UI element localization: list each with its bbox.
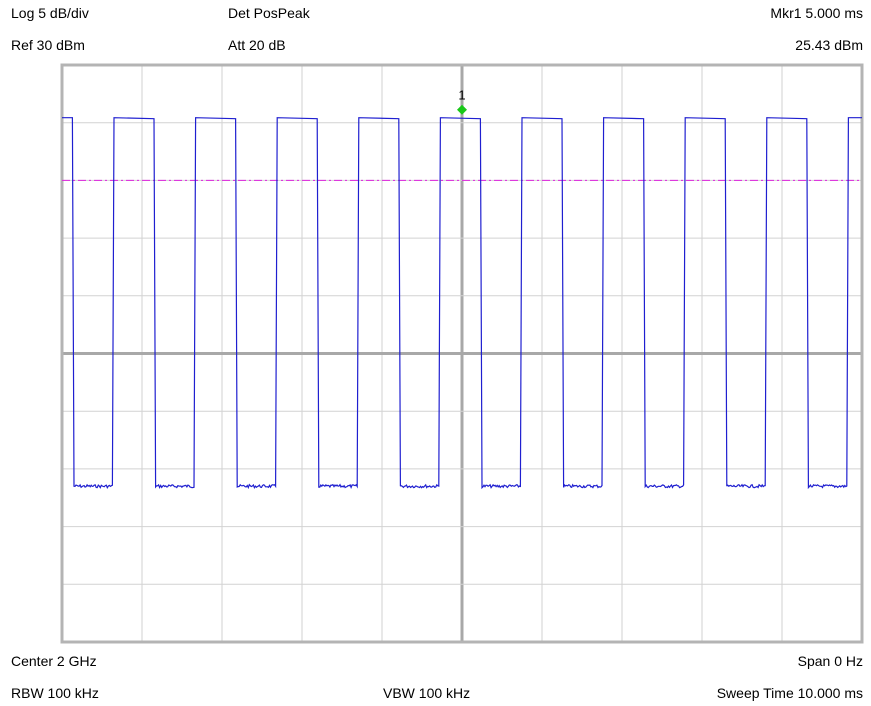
attenuation-label: Att 20 dB	[228, 37, 286, 53]
marker-label: Mkr1 5.000 ms	[770, 5, 863, 21]
burst-trace	[62, 117, 862, 490]
marker-1[interactable]: 1	[457, 88, 467, 115]
vbw-label: VBW 100 kHz	[383, 685, 471, 701]
marker-diamond[interactable]	[457, 104, 467, 115]
rbw-label: RBW 100 kHz	[11, 685, 99, 701]
marker-number-label: 1	[458, 88, 465, 103]
marker-value: 25.43 dBm	[795, 37, 863, 53]
scale-label: Log 5 dB/div	[11, 5, 89, 21]
center-frequency-label: Center 2 GHz	[11, 653, 97, 669]
span-label: Span 0 Hz	[797, 653, 863, 669]
graticule	[62, 65, 862, 642]
plot-frame	[60, 63, 864, 644]
ref-level-label: Ref 30 dBm	[11, 37, 85, 53]
sweep-time-label: Sweep Time 10.000 ms	[716, 685, 863, 701]
detector-label: Det PosPeak	[228, 5, 310, 21]
